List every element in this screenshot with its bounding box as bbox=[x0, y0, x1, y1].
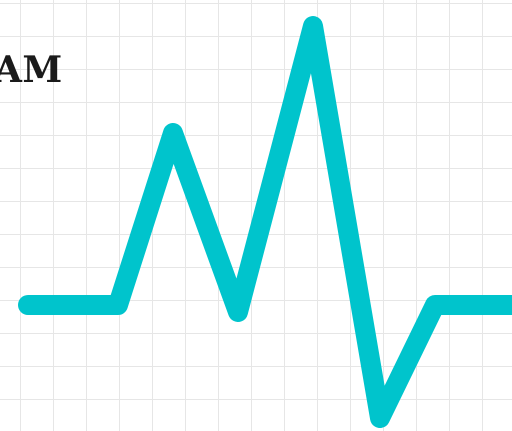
cropped-heading-text: AM bbox=[0, 49, 63, 91]
pulse-line bbox=[18, 16, 512, 428]
